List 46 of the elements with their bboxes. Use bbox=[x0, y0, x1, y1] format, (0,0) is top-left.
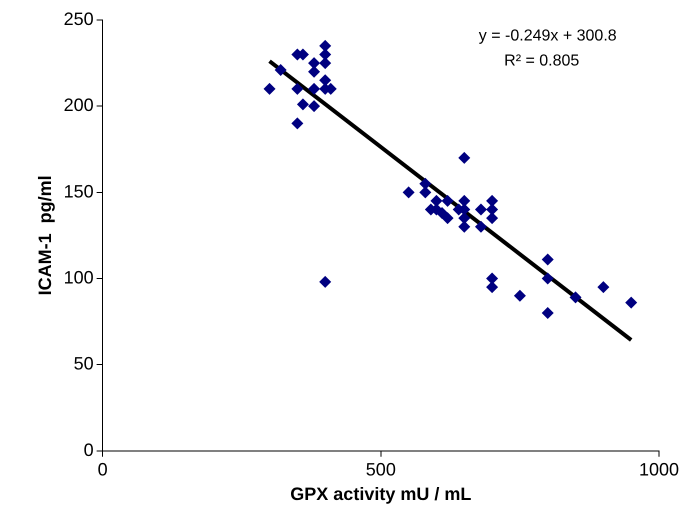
annotation: y = -0.249x + 300.8 bbox=[478, 27, 617, 44]
point bbox=[419, 178, 432, 190]
point bbox=[458, 220, 470, 233]
point bbox=[542, 254, 554, 266]
x-axis-title: GPX activity mU / mL bbox=[290, 484, 472, 504]
point bbox=[597, 281, 610, 294]
y-axis-title: ICAM-1 pg/ml bbox=[34, 175, 55, 296]
y-tick-label: 150 bbox=[64, 181, 94, 202]
point bbox=[474, 220, 487, 233]
point bbox=[442, 194, 454, 207]
point bbox=[486, 212, 498, 224]
point bbox=[296, 98, 309, 110]
point bbox=[486, 281, 498, 294]
point bbox=[486, 272, 498, 284]
point bbox=[319, 40, 332, 52]
point bbox=[458, 194, 470, 207]
y-tick-label: 250 bbox=[64, 8, 94, 29]
point bbox=[514, 290, 526, 302]
x-tick-label: 500 bbox=[366, 460, 396, 480]
point bbox=[430, 194, 442, 207]
point bbox=[319, 276, 332, 288]
y-tick-label: 0 bbox=[84, 440, 94, 460]
point bbox=[308, 82, 320, 95]
point bbox=[319, 74, 332, 86]
y-tick-label: 200 bbox=[64, 95, 94, 116]
point bbox=[458, 152, 470, 164]
point bbox=[274, 64, 287, 76]
point bbox=[625, 296, 638, 309]
point bbox=[308, 66, 320, 78]
x-tick-label: 1000 bbox=[638, 460, 680, 480]
point bbox=[308, 100, 320, 112]
annotation: R² = 0.805 bbox=[504, 52, 580, 70]
x-tick-label: 0 bbox=[98, 460, 108, 480]
point bbox=[542, 306, 554, 319]
point bbox=[402, 186, 415, 198]
point bbox=[570, 291, 582, 304]
point bbox=[542, 272, 554, 284]
point bbox=[319, 57, 332, 70]
y-tick-label: 100 bbox=[64, 267, 94, 288]
point bbox=[474, 204, 487, 216]
point bbox=[264, 82, 276, 95]
point bbox=[442, 212, 454, 224]
point bbox=[486, 194, 498, 207]
y-tick-label: 50 bbox=[74, 354, 94, 374]
point bbox=[291, 117, 304, 130]
point bbox=[291, 82, 304, 95]
